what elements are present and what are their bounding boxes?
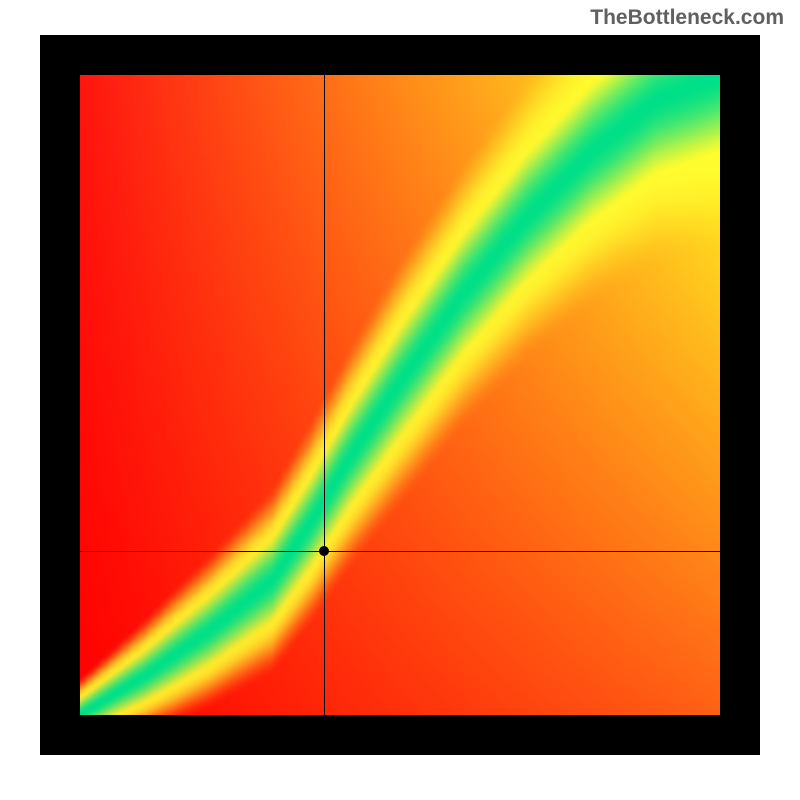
crosshair-vertical bbox=[324, 75, 325, 715]
selection-marker bbox=[319, 546, 329, 556]
heatmap-canvas bbox=[80, 75, 720, 715]
crosshair-horizontal bbox=[80, 551, 720, 552]
plot-frame bbox=[40, 35, 760, 755]
watermark-text: TheBottleneck.com bbox=[590, 6, 784, 30]
root: TheBottleneck.com bbox=[0, 0, 800, 800]
